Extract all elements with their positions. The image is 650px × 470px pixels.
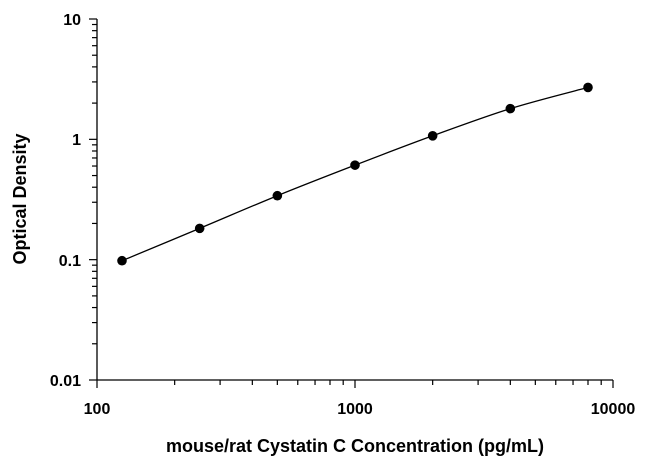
fit-curve	[121, 86, 589, 262]
data-point-2000	[427, 130, 438, 141]
y-axis: 0.01 0.1 1 10 Optical Density	[10, 12, 98, 390]
data-point-1000	[350, 160, 360, 170]
x-tick-label-10000: 10000	[591, 401, 636, 418]
y-tick-label-0.1: 0.1	[59, 253, 81, 270]
y-axis-title: Optical Density	[10, 133, 30, 264]
x-axis-title: mouse/rat Cystatin C Concentration (pg/m…	[166, 436, 544, 456]
data-point-4000	[505, 103, 516, 114]
x-axis: 100 1000 10000 mouse/rat Cystatin C Conc…	[84, 379, 636, 456]
data-points	[117, 82, 593, 266]
x-tick-label-100: 100	[84, 401, 111, 418]
data-point-125	[117, 255, 127, 266]
data-point-250	[194, 223, 205, 234]
y-tick-label-0.01: 0.01	[50, 373, 81, 390]
y-tick-label-10: 10	[63, 12, 81, 29]
data-point-8000	[583, 82, 593, 93]
x-tick-label-1000: 1000	[337, 401, 373, 418]
y-tick-label-1: 1	[72, 132, 81, 149]
data-point-500	[272, 190, 283, 201]
